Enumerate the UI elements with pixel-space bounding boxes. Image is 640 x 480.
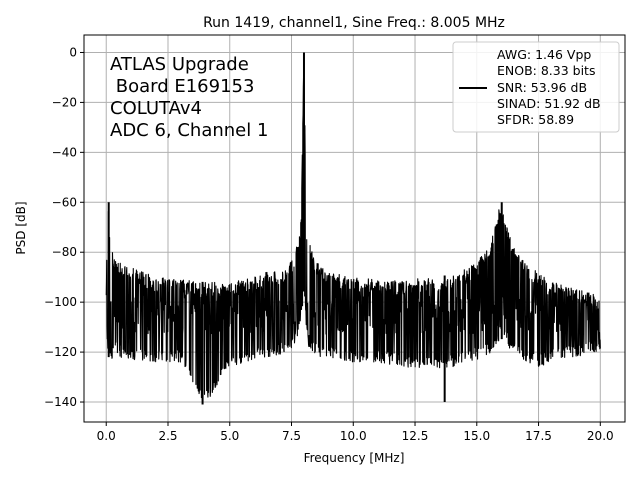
legend: AWG: 1.46 Vpp ENOB: 8.33 bits SNR: 53.96… xyxy=(452,41,620,133)
x-tick-label: 5.0 xyxy=(220,429,239,443)
y-tick-label: −140 xyxy=(44,395,77,409)
y-tick-label: −100 xyxy=(44,295,77,309)
x-tick-label: 15.0 xyxy=(463,429,490,443)
x-tick-label: 10.0 xyxy=(340,429,367,443)
legend-line-3: SNR: 53.96 dB xyxy=(497,80,587,95)
y-tick-label: −20 xyxy=(52,95,77,109)
legend-line-4: SINAD: 51.92 dB xyxy=(497,96,601,111)
y-tick-label: −40 xyxy=(52,145,77,159)
x-axis-ticks: 0.0 2.5 5.0 7.5 10.0 12.5 15.0 17.5 20.0 xyxy=(97,422,614,443)
y-tick-label: −60 xyxy=(52,195,77,209)
annotation-line-1: ATLAS Upgrade xyxy=(110,54,249,75)
psd-trace xyxy=(105,52,601,399)
x-tick-label: 12.5 xyxy=(402,429,429,443)
annotation-line-2: Board E169153 xyxy=(110,76,254,97)
y-tick-label: −120 xyxy=(44,345,77,359)
chart-title: Run 1419, channel1, Sine Freq.: 8.005 MH… xyxy=(203,15,505,31)
y-tick-label: −80 xyxy=(52,245,77,259)
legend-box xyxy=(452,41,620,133)
series-layer xyxy=(105,52,601,405)
annotation-line-3: COLUTAv4 xyxy=(110,98,202,119)
plot-area-frame xyxy=(83,34,626,423)
legend-line-5: SFDR: 58.89 xyxy=(497,112,574,127)
x-tick-label: 7.5 xyxy=(282,429,301,443)
x-tick-label: 17.5 xyxy=(525,429,552,443)
x-tick-label: 20.0 xyxy=(587,429,614,443)
legend-line-1: AWG: 1.46 Vpp xyxy=(497,47,591,62)
annotation-block: ATLAS Upgrade Board E169153 COLUTAv4 ADC… xyxy=(110,54,268,141)
legend-line-2: ENOB: 8.33 bits xyxy=(497,63,595,78)
y-axis-ticks: 0 −20 −40 −60 −80 −100 −120 −140 xyxy=(44,45,84,409)
x-axis-label: Frequency [MHz] xyxy=(304,451,405,465)
y-axis-label: PSD [dB] xyxy=(14,201,28,254)
x-tick-label: 2.5 xyxy=(158,429,177,443)
y-tick-label: 0 xyxy=(69,45,77,59)
annotation-line-4: ADC 6, Channel 1 xyxy=(110,120,268,141)
x-tick-label: 0.0 xyxy=(97,429,116,443)
